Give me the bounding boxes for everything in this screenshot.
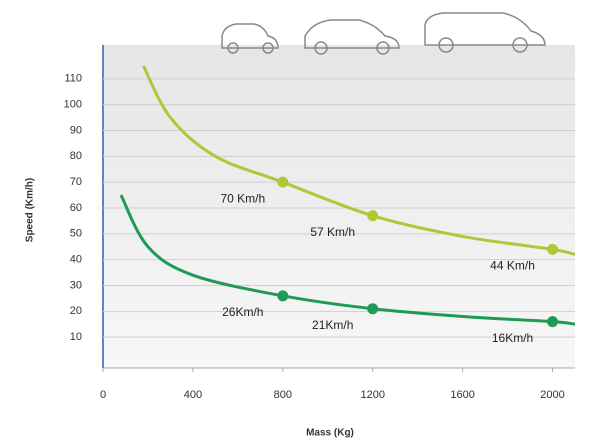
- y-tick-label: 90: [70, 124, 82, 136]
- marker: [547, 316, 559, 328]
- y-tick-label: 30: [70, 279, 82, 291]
- x-tick-label: 800: [274, 389, 292, 401]
- data-label: 70 Km/h: [220, 191, 265, 205]
- data-label: 44 Km/h: [490, 259, 535, 273]
- y-tick-label: 40: [70, 254, 82, 266]
- y-tick-label: 60: [70, 202, 82, 214]
- car-icons: [221, 12, 546, 55]
- x-tick-label: 1600: [450, 389, 474, 401]
- data-label: 16Km/h: [492, 331, 533, 345]
- x-tick-label: 2000: [540, 389, 564, 401]
- x-axis-title: Mass (Kg): [306, 428, 354, 439]
- y-tick-label: 20: [70, 305, 82, 317]
- y-tick-label: 70: [70, 176, 82, 188]
- y-tick-label: 110: [64, 73, 82, 85]
- data-label: 57 Km/h: [310, 225, 355, 239]
- curve: [142, 65, 576, 256]
- marker: [367, 303, 379, 315]
- y-tick-label: 10: [70, 331, 82, 343]
- data-label: 21Km/h: [312, 318, 353, 332]
- y-tick-label: 80: [70, 150, 82, 162]
- marker: [547, 243, 559, 255]
- x-tick-label: 400: [184, 389, 202, 401]
- marker: [277, 290, 289, 302]
- marker: [367, 210, 379, 222]
- y-tick-label: 50: [70, 228, 82, 240]
- data-label: 26Km/h: [222, 305, 263, 319]
- marker: [277, 176, 289, 188]
- plot-background: [103, 45, 575, 368]
- y-axis-title: Speed (Km/h): [25, 178, 36, 242]
- y-tick-label: 100: [64, 99, 82, 111]
- curve: [119, 194, 576, 326]
- x-tick-label: 0: [100, 389, 106, 401]
- x-tick-label: 1200: [360, 389, 384, 401]
